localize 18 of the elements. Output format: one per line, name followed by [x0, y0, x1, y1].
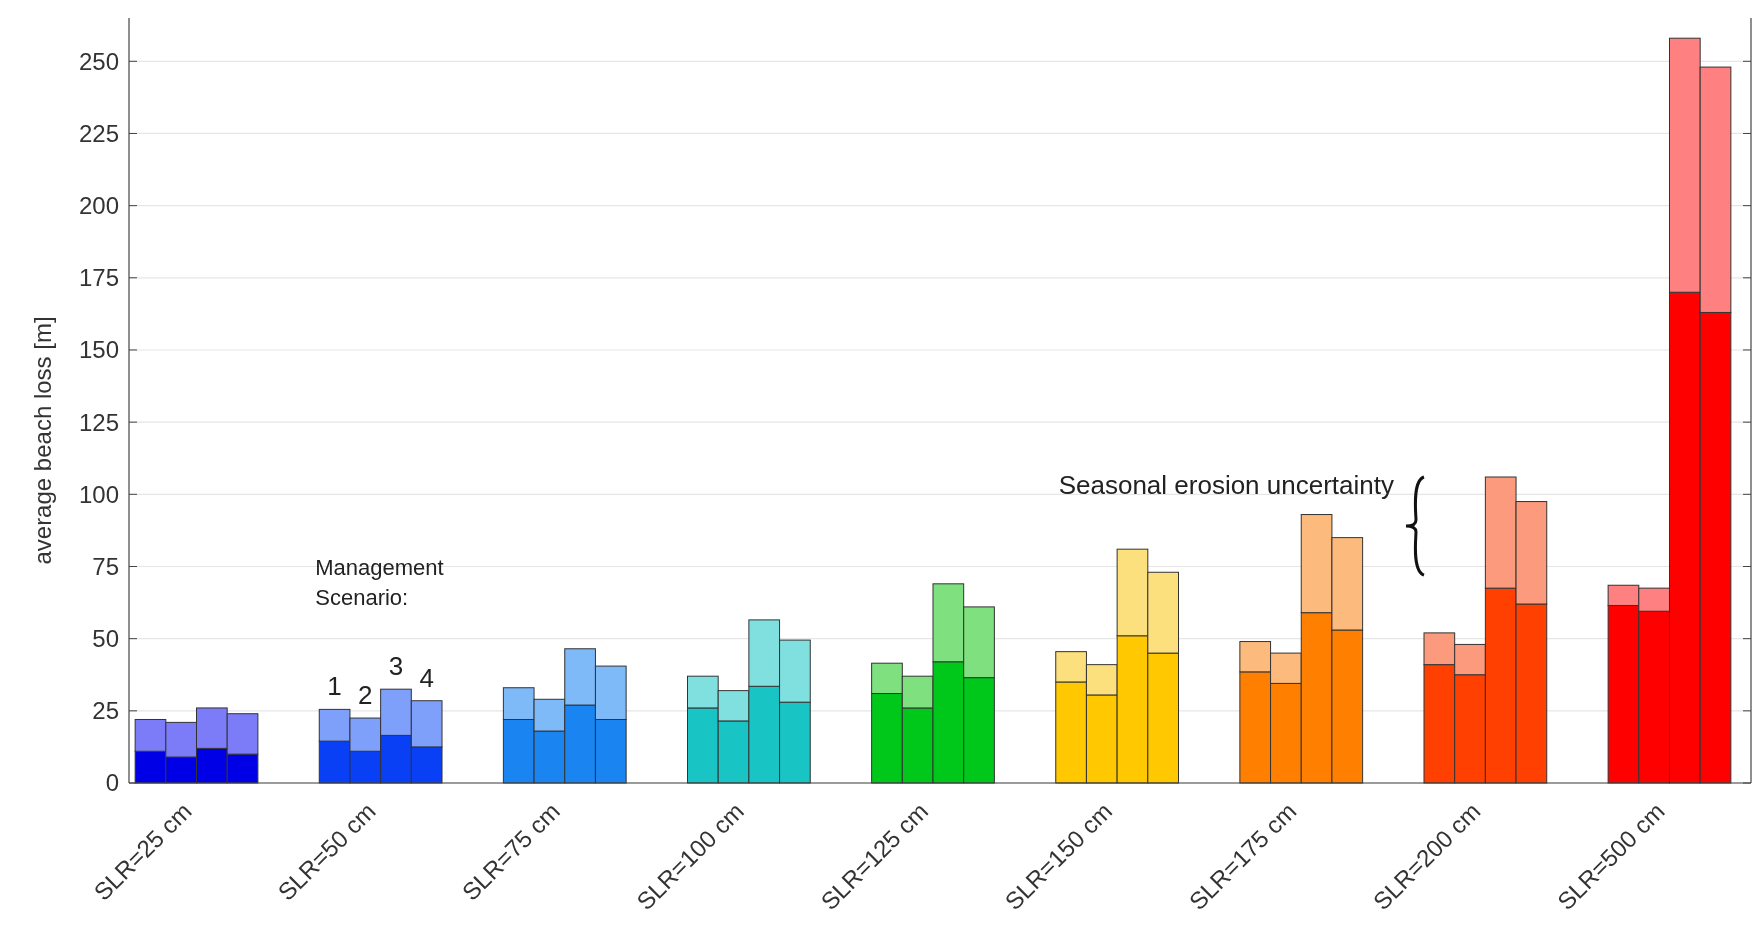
y-axis-title: average beach loss [m]	[29, 316, 56, 565]
y-tick-label: 25	[92, 697, 119, 725]
annotation: 1	[327, 671, 342, 702]
annotation: 2	[358, 680, 373, 711]
y-tick-label: 225	[78, 119, 119, 147]
y-tick-label: 75	[92, 552, 119, 580]
y-tick-label: 175	[78, 264, 119, 292]
y-tick-label: 150	[78, 336, 119, 364]
annotation: 3	[388, 651, 404, 682]
y-tick-label: 50	[92, 625, 119, 653]
y-tick-label: 200	[78, 192, 119, 220]
annotation: Management Scenario:	[315, 555, 444, 611]
annotation: Seasonal erosion uncertainty	[1058, 470, 1394, 501]
y-tick-label: 250	[78, 47, 119, 75]
y-tick-label: 125	[78, 408, 119, 436]
annotation: 4	[419, 662, 434, 693]
y-tick-label: 100	[78, 480, 119, 508]
y-tick-label: 0	[105, 769, 119, 797]
